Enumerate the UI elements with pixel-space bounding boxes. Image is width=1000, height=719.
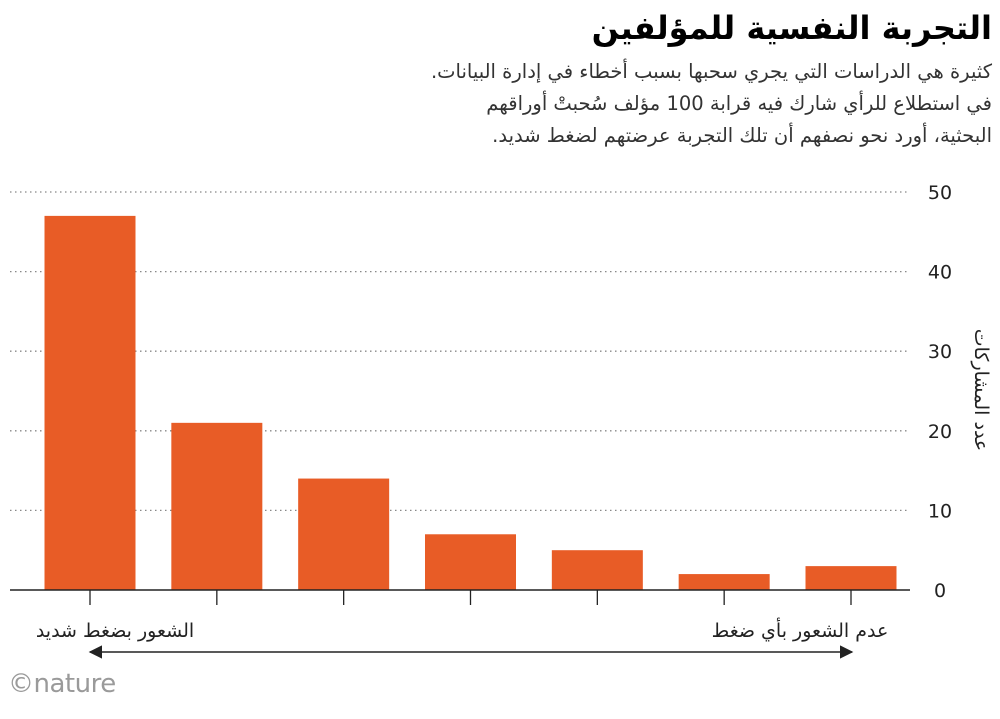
y-tick-label: 50 (928, 182, 952, 204)
y-tick-label: 0 (934, 580, 946, 602)
nature-logo: ©nature (8, 669, 116, 699)
y-tick-label: 10 (928, 500, 952, 522)
bars (44, 215, 897, 590)
scale-end-label-right: عدم الشعور بأي ضغط (712, 617, 889, 642)
bar (171, 422, 263, 590)
bar (298, 478, 390, 590)
chart-header: التجربة النفسية للمؤلفين كثيرة هي الدراس… (12, 4, 992, 152)
y-tick-label: 30 (928, 341, 952, 363)
chart-subtitle: كثيرة هي الدراسات التي يجري سحبها بسبب أ… (12, 56, 992, 152)
y-tick-label: 40 (928, 262, 952, 284)
y-axis-tick-labels: 0 10 20 30 40 50 (928, 182, 952, 602)
bar (678, 574, 770, 590)
subtitle-line-2: في استطلاع للرأي شارك فيه قرابة 100 مؤلف… (486, 92, 992, 115)
x-axis-ticks (89, 590, 852, 605)
y-tick-label: 20 (928, 421, 952, 443)
bar (805, 566, 897, 590)
chart-title: التجربة النفسية للمؤلفين (591, 9, 992, 47)
y-axis-label: عدد المشاركات (970, 329, 992, 452)
gridlines (10, 191, 910, 512)
bar (44, 215, 136, 590)
subtitle-line-1: كثيرة هي الدراسات التي يجري سحبها بسبب أ… (430, 60, 992, 83)
scale-end-label-left: الشعور بضغط شديد (36, 620, 194, 642)
subtitle-line-3: البحثية، أورد نحو نصفهم أن تلك التجربة ع… (492, 124, 992, 147)
bar (551, 550, 643, 590)
bar (425, 534, 516, 590)
